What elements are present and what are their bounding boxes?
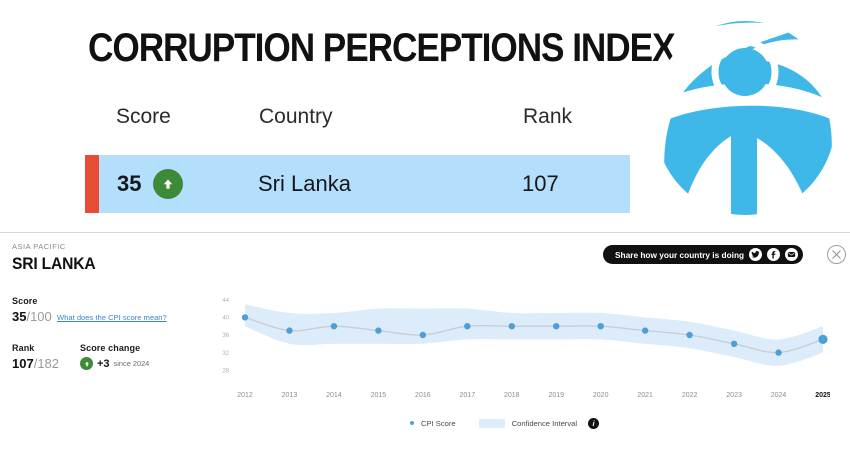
x-axis-tick: 2014 <box>326 392 342 399</box>
y-axis-tick: 28 <box>222 368 229 374</box>
score-change-since: since 2024 <box>113 359 150 368</box>
country-heading: SRI LANKA <box>12 254 96 273</box>
x-axis-tick: 2017 <box>460 392 476 399</box>
x-axis-tick: 2019 <box>548 392 564 399</box>
data-point[interactable] <box>464 323 471 330</box>
y-axis-tick: 36 <box>222 333 229 339</box>
country-detail-panel: ASIA PACIFIC SRI LANKA Score 35/100 What… <box>0 233 850 459</box>
chart-legend: CPI Score Confidence Interval i <box>410 415 600 431</box>
data-point[interactable] <box>286 327 293 334</box>
score-denominator: /100 <box>26 309 52 324</box>
x-axis-tick: 2012 <box>237 392 253 399</box>
data-point[interactable] <box>375 327 382 334</box>
data-point[interactable] <box>597 323 604 330</box>
score-stat: Score 35/100 <box>12 296 52 324</box>
section-divider <box>0 232 850 233</box>
y-axis-tick: 40 <box>222 316 229 322</box>
x-axis-tick: 2013 <box>282 392 298 399</box>
arrow-up-icon <box>153 169 183 199</box>
y-axis-tick: 32 <box>222 351 229 357</box>
facebook-icon[interactable] <box>767 248 781 261</box>
score-change-row: +3 since 2024 <box>80 357 149 370</box>
score-change-label: Score change <box>80 343 141 353</box>
table-column-headers: Score Country Rank <box>88 105 630 147</box>
share-label: Share how your country is doing <box>615 249 745 260</box>
cpi-score-legend-dot <box>410 421 414 425</box>
x-axis-tick: 2025 <box>815 392 830 399</box>
info-icon[interactable]: i <box>588 417 600 429</box>
page-title: CORRUPTION PERCEPTIONS INDEX <box>88 26 676 70</box>
row-country-name: Sri Lanka <box>258 171 351 196</box>
x-axis-tick: 2016 <box>415 392 431 399</box>
table-row[interactable]: 35 Sri Lanka 107 <box>85 155 630 213</box>
x-axis-tick: 2024 <box>771 392 787 399</box>
x-axis-tick: 2015 <box>371 392 387 399</box>
data-point[interactable] <box>730 340 738 347</box>
cpi-score-line <box>244 316 824 354</box>
score-change-value: +3 <box>97 357 110 370</box>
data-point[interactable] <box>553 323 560 330</box>
x-axis-tick: 2018 <box>504 392 520 399</box>
close-icon[interactable] <box>827 245 846 264</box>
transparency-international-logo <box>645 12 845 224</box>
region-label: ASIA PACIFIC <box>12 242 66 251</box>
twitter-icon[interactable] <box>749 248 763 261</box>
data-point[interactable] <box>419 331 427 339</box>
confidence-interval-legend-label: Confidence Interval <box>511 418 578 428</box>
row-score-value: 35 <box>117 171 142 196</box>
rank-value-group: 107/182 <box>12 356 59 371</box>
score-change-stat: Score change +3 since 2024 <box>80 343 149 370</box>
confidence-interval-band <box>245 304 823 366</box>
row-rank-value: 107 <box>522 171 559 196</box>
x-axis-labels: 2012 2013 2014 2015 2016 2017 2018 2019 2020 2021… <box>237 392 830 399</box>
x-axis-tick: 2022 <box>682 392 698 399</box>
cpi-banner: CORRUPTION PERCEPTIONS INDEX Score Count… <box>85 12 845 224</box>
confidence-interval-legend-swatch <box>478 418 505 428</box>
data-point[interactable] <box>330 323 338 330</box>
y-axis-labels: 44 40 36 32 28 <box>222 298 229 374</box>
y-axis-tick: 44 <box>222 298 229 304</box>
data-point[interactable] <box>775 349 782 356</box>
email-icon[interactable] <box>785 248 799 261</box>
column-header-country: Country <box>259 105 333 128</box>
row-accent-bar <box>85 155 99 213</box>
x-axis-tick: 2021 <box>637 392 653 399</box>
column-header-score: Score <box>116 105 171 128</box>
x-axis-tick: 2020 <box>593 392 609 399</box>
cpi-score-legend-label: CPI Score <box>421 418 456 428</box>
data-point[interactable] <box>241 314 249 321</box>
data-point[interactable] <box>818 334 828 344</box>
arrow-up-icon <box>80 357 93 370</box>
cpi-score-explainer-link[interactable]: What does the CPI score mean? <box>57 313 167 322</box>
rank-label: Rank <box>12 343 35 353</box>
score-label: Score <box>12 296 38 306</box>
data-point[interactable] <box>686 331 693 339</box>
data-point[interactable] <box>508 323 515 330</box>
rank-denominator: /182 <box>33 356 60 371</box>
x-axis-tick: 2023 <box>726 392 742 399</box>
share-bar: Share how your country is doing <box>603 245 804 264</box>
cpi-trend-chart: 44 40 36 32 28 2012 2013 2014 2015 2016 2017 2018 2… <box>215 285 830 450</box>
rank-stat: Rank 107/182 <box>12 343 59 371</box>
column-header-rank: Rank <box>523 105 573 128</box>
score-value-group: 35/100 <box>12 309 52 324</box>
rank-value: 107 <box>12 356 34 371</box>
score-value: 35 <box>12 309 27 324</box>
cpi-score-points <box>241 314 828 356</box>
data-point[interactable] <box>641 327 649 334</box>
